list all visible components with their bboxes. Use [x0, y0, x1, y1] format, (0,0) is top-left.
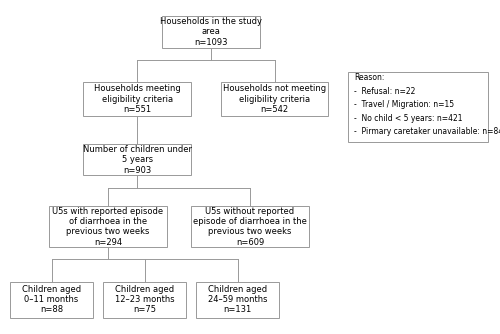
FancyBboxPatch shape — [10, 282, 93, 318]
FancyBboxPatch shape — [162, 16, 260, 47]
FancyBboxPatch shape — [220, 82, 328, 116]
Text: -  Travel / Migration: n=15: - Travel / Migration: n=15 — [354, 101, 454, 109]
FancyBboxPatch shape — [196, 282, 280, 318]
FancyBboxPatch shape — [49, 206, 166, 247]
FancyBboxPatch shape — [84, 144, 191, 175]
Text: -  Pirmary caretaker unavailable: n=84: - Pirmary caretaker unavailable: n=84 — [354, 127, 500, 136]
Text: Children aged
12–23 months
n=75: Children aged 12–23 months n=75 — [115, 285, 174, 315]
Text: Households not meeting
eligibility criteria
n=542: Households not meeting eligibility crite… — [223, 84, 326, 114]
Text: Households in the study
area
n=1093: Households in the study area n=1093 — [160, 17, 262, 47]
FancyBboxPatch shape — [103, 282, 186, 318]
Text: Households meeting
eligibility criteria
n=551: Households meeting eligibility criteria … — [94, 84, 180, 114]
Text: U5s without reported
episode of diarrhoea in the
previous two weeks
n=609: U5s without reported episode of diarrhoe… — [193, 207, 307, 247]
Text: Number of children under
5 years
n=903: Number of children under 5 years n=903 — [83, 145, 192, 175]
Text: -  Refusal: n=22: - Refusal: n=22 — [354, 87, 416, 96]
FancyBboxPatch shape — [191, 206, 309, 247]
Text: U5s with reported episode
of diarrhoea in the
previous two weeks
n=294: U5s with reported episode of diarrhoea i… — [52, 207, 164, 247]
FancyBboxPatch shape — [348, 72, 488, 142]
Text: Reason:: Reason: — [354, 73, 384, 82]
FancyBboxPatch shape — [84, 82, 191, 116]
Text: Children aged
24–59 months
n=131: Children aged 24–59 months n=131 — [208, 285, 268, 315]
Text: -  No child < 5 years: n=421: - No child < 5 years: n=421 — [354, 114, 463, 123]
Text: Children aged
0–11 months
n=88: Children aged 0–11 months n=88 — [22, 285, 81, 315]
